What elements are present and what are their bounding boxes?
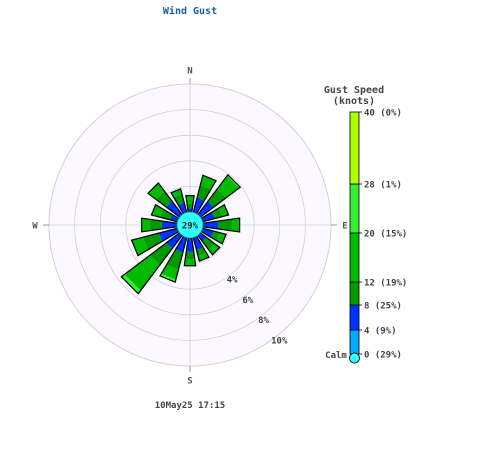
petal-direction	[200, 203, 230, 223]
petal-segment-4-8	[187, 208, 193, 213]
petal-segment-4-8	[193, 197, 205, 214]
legend-swatch	[349, 329, 360, 355]
legend-label: 40 (0%)	[364, 109, 402, 119]
petal-segment-8-12	[149, 219, 162, 231]
chart-timestamp: 10May25 17:15	[155, 401, 225, 411]
legend-color-bar: 0 (29%) 4 (9%) 8 (25%) 12 (19%) 20 (15%) 28 (…	[349, 109, 407, 364]
ring-label: 10%	[271, 336, 288, 346]
calm-percent-label: 29%	[182, 222, 199, 232]
compass-label: S	[187, 377, 192, 387]
legend-calm-label: Calm	[325, 351, 347, 361]
petal-segment-20-28	[121, 274, 141, 294]
petal-segment-4-8	[197, 232, 207, 242]
legend-swatch	[349, 281, 360, 306]
legend-swatch	[349, 304, 360, 331]
petal-direction	[159, 235, 188, 284]
petal-segment-12-20	[171, 188, 182, 198]
ring-label: 6%	[242, 296, 253, 306]
petal-segment-12-20	[216, 232, 227, 244]
petal-segment-12-20	[147, 182, 165, 200]
petal-segment-4-8	[166, 232, 183, 249]
legend-label: 12 (19%)	[364, 279, 407, 289]
petal-segment-12-20	[161, 264, 179, 280]
legend-label: 28 (1%)	[364, 181, 402, 191]
petal-segment-12-20	[124, 255, 160, 291]
petal-segment-8-12	[185, 251, 195, 260]
petal-segment-12-20	[218, 204, 229, 217]
legend-swatch	[349, 232, 360, 283]
chart-title: Wind Gust	[163, 5, 217, 17]
petal-segment-8-12	[166, 249, 183, 270]
legend-swatch	[349, 111, 360, 185]
petal-segment-4-8	[197, 201, 214, 218]
petal-segment-20-28	[160, 273, 176, 283]
petal-segment-4-8	[158, 228, 179, 242]
ring-label: 8%	[258, 316, 269, 326]
legend-label: 0 (29%)	[364, 351, 402, 361]
petal-segment-12-20	[200, 175, 217, 190]
legend-title: Gust Speed	[324, 85, 384, 96]
petal-segment-12-20	[208, 243, 220, 255]
calm-circle	[176, 211, 204, 239]
legend-label: 4 (9%)	[364, 327, 397, 337]
speed-legend: Gust Speed (knots) 0 (29%) 4 (9%) 8 (25%) 1…	[324, 85, 407, 364]
legend-label: 8 (25%)	[364, 302, 402, 312]
petal-segment-8-12	[202, 237, 215, 250]
polar-plot: N E S W 4% 6% 8%10% 29%	[32, 67, 347, 387]
petal-segment-12-20	[131, 237, 148, 256]
legend-label: 20 (15%)	[364, 230, 407, 240]
legend-swatch	[349, 183, 360, 234]
petal-direction	[150, 203, 180, 223]
petal-segment-8-12	[186, 203, 194, 209]
petal-direction	[192, 235, 210, 262]
compass-label: W	[32, 222, 38, 232]
ring-label: 4%	[227, 276, 238, 286]
petal-segment-8-12	[207, 189, 226, 208]
legend-calm-marker	[349, 352, 360, 364]
petal-segment-12-20	[141, 218, 150, 232]
petal-direction	[197, 173, 242, 218]
petal-segment-8-12	[149, 242, 173, 266]
petal-segment-8-12	[218, 219, 233, 231]
petal-segment-12-20	[185, 195, 195, 204]
compass-label: E	[342, 222, 347, 232]
petal-direction	[183, 237, 197, 267]
petal-segment-8-12	[197, 185, 211, 201]
petal-segment-8-12	[142, 233, 163, 250]
petal-segment-12-20	[232, 218, 240, 232]
compass-label: N	[187, 67, 192, 77]
petal-segment-8-12	[156, 191, 173, 208]
petal-direction	[200, 227, 227, 245]
legend-title-units: (knots)	[333, 96, 375, 107]
petal-segment-4-8	[175, 236, 187, 253]
petal-segment-4-8	[166, 201, 183, 218]
petal-direction	[202, 217, 241, 233]
petal-segment-8-12	[173, 193, 185, 205]
petal-segment-12-20	[217, 175, 240, 198]
petal-segment-12-20	[198, 252, 209, 262]
petal-segment-8-12	[160, 209, 173, 220]
petal-segment-12-20	[184, 259, 196, 266]
